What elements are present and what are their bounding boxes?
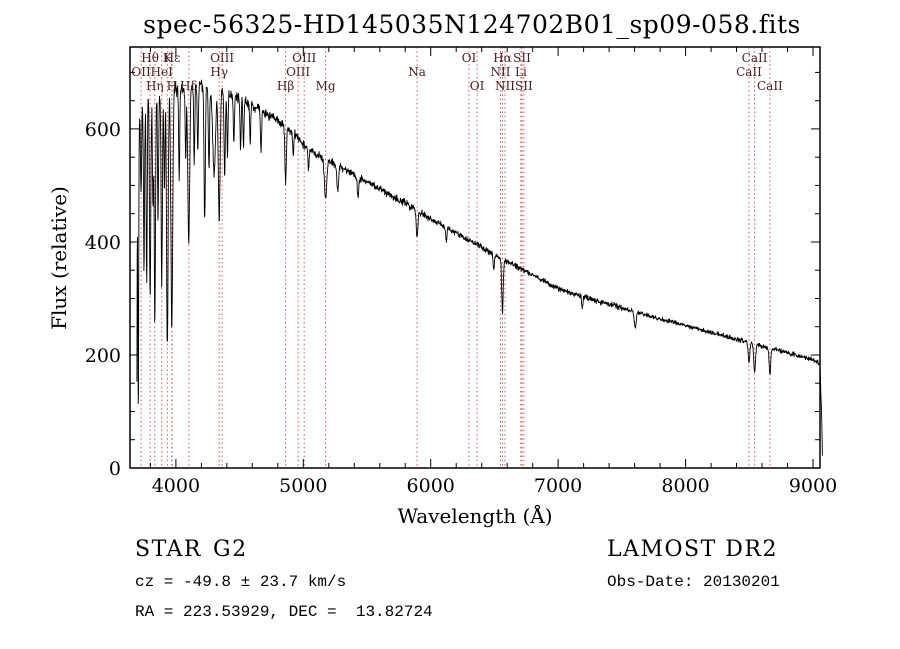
x-tick-label: 4000 (152, 475, 200, 497)
x-tick-label: 6000 (407, 475, 455, 497)
x-tick-label: 5000 (279, 475, 327, 497)
spectral-line-label: SII (513, 51, 531, 65)
obs-date: Obs-Date: 20130201 (607, 573, 780, 591)
object-subclass: G2 (213, 537, 248, 562)
spectral-line-label: H (167, 79, 177, 93)
spectral-line-label: Mg (316, 79, 336, 93)
y-tick-label: 200 (85, 345, 121, 367)
spectral-line-label: HeI (151, 65, 174, 79)
ra-dec: RA = 223.53929, DEC = 13.82724 (135, 603, 433, 621)
spectral-line-label: Hθ (141, 51, 159, 65)
y-tick-label: 400 (85, 232, 121, 254)
survey-release: LAMOST DR2 (607, 537, 778, 562)
spectral-line-label: Hδ (180, 79, 198, 93)
y-tick-label: 600 (85, 119, 121, 141)
x-tick-label: 9000 (789, 475, 837, 497)
spectral-line-label: OIII (292, 51, 316, 65)
spectral-line-label: K (163, 51, 173, 65)
spectral-line-label: CaII (742, 51, 768, 65)
x-tick-label: 8000 (661, 475, 709, 497)
x-tick-label: 7000 (534, 475, 582, 497)
spectral-line-label: Hε (164, 51, 181, 65)
spectral-line-label: SII (515, 79, 533, 93)
spectral-line-label: OI (470, 79, 485, 93)
spectral-line-label: Hη (146, 79, 164, 93)
y-axis-label: Flux (relative) (47, 186, 71, 330)
spectral-line-label: OIII (210, 51, 234, 65)
spectral-line-label: NII (491, 65, 511, 79)
plot-title: spec-56325-HD145035N124702B01_sp09-058.f… (143, 10, 801, 39)
plot-frame (129, 46, 821, 469)
y-tick-label: 0 (109, 458, 121, 480)
spectral-line-label: CaII (757, 79, 783, 93)
cz-value: cz = -49.8 ± 23.7 km/s (135, 573, 346, 591)
spectral-line-label: Na (408, 65, 426, 79)
spectral-line-label: Li (515, 65, 527, 79)
object-class: STAR (135, 537, 202, 562)
spectral-line-label: OI (462, 51, 477, 65)
spectral-line-label: NII (495, 79, 515, 93)
spectral-line-label: Hβ (277, 79, 294, 93)
spectral-line-label: OIII (286, 65, 310, 79)
spectral-line-label: Hα (493, 51, 512, 65)
spectral-line-label: OII (131, 65, 151, 79)
spectrum-trace (136, 79, 823, 456)
x-axis-label: Wavelength (Å) (397, 503, 552, 528)
spectral-line-label: Hγ (210, 65, 228, 79)
spectral-line-label: CaII (736, 65, 762, 79)
